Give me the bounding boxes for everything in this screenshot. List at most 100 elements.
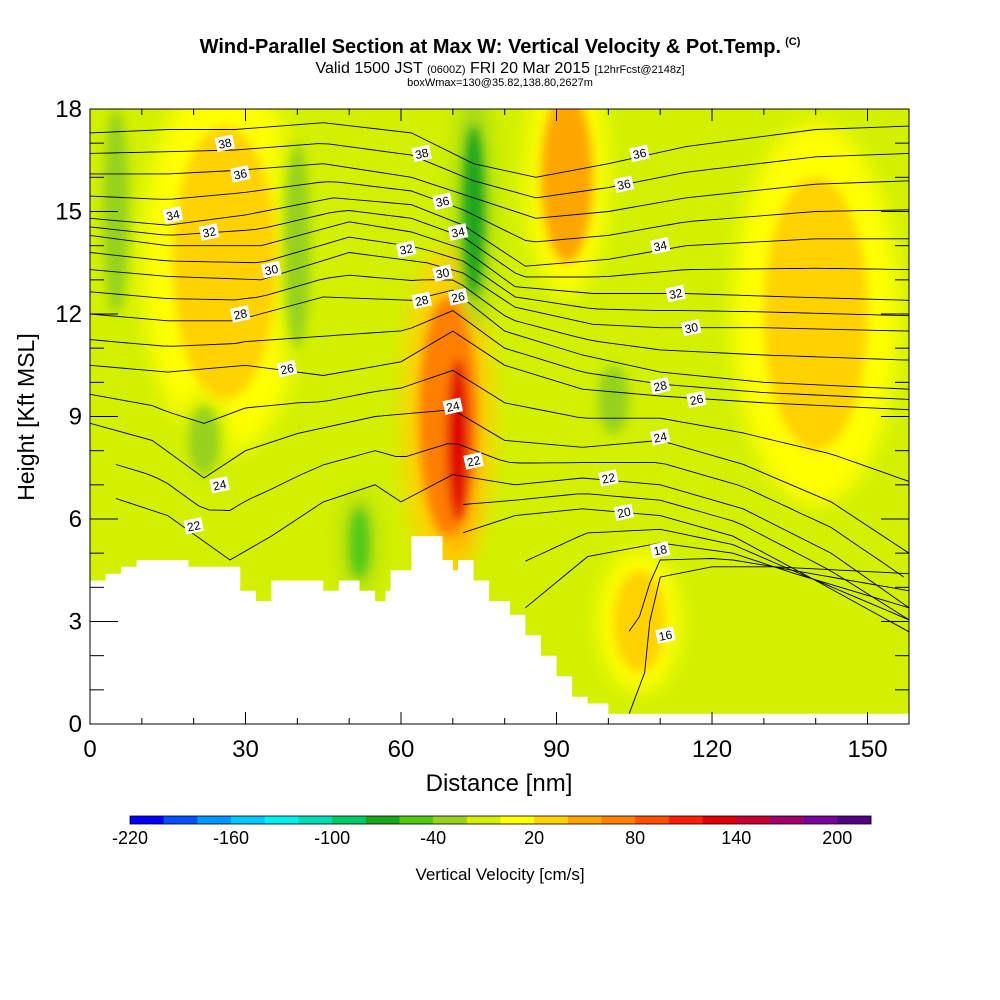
isentrope-interp-26 — [90, 310, 909, 400]
contour-label-11: 34 — [447, 223, 469, 241]
contour-label-20: 34 — [649, 236, 671, 255]
colorbar-swatch — [298, 816, 333, 824]
velocity-core-3 — [284, 143, 311, 349]
velocity-core-8 — [540, 109, 593, 263]
y-tick-label: 6 — [69, 506, 82, 533]
isentrope-interp-18 — [525, 528, 909, 621]
velocity-core-11 — [463, 126, 484, 297]
contour-label-bg — [198, 223, 220, 241]
terrain — [90, 536, 909, 724]
contour-label-24: 26 — [686, 390, 707, 408]
isentrope-lines — [90, 122, 909, 714]
contour-label-bg — [230, 305, 251, 323]
contour-label-29: 16 — [655, 626, 676, 644]
colorbar-swatch — [567, 816, 602, 824]
contour-label-bg — [411, 144, 432, 163]
contour-label-14: 28 — [411, 291, 432, 310]
contour-label-23: 28 — [649, 377, 671, 395]
contour-label-9: 38 — [411, 144, 432, 163]
contour-label-text: 30 — [264, 262, 280, 279]
contour-label-text: 28 — [232, 306, 248, 323]
contour-label-bg — [209, 476, 230, 494]
velocity-core-1 — [763, 177, 868, 451]
isentrope-38 — [90, 122, 909, 178]
contour-label-bg — [395, 240, 417, 258]
isentrope-interp-24 — [90, 369, 909, 482]
chart-title-text: Wind-Parallel Section at Max W: Vertical… — [199, 36, 782, 58]
contour-label-6: 26 — [276, 359, 298, 378]
velocity-core-2 — [172, 126, 277, 400]
velocity-core-0 — [784, 638, 847, 707]
velocity-core-9 — [350, 508, 369, 578]
isentrope-28 — [90, 289, 909, 390]
contour-label-text: 38 — [414, 146, 430, 163]
contour-label-text: 30 — [435, 265, 451, 282]
forecast-info: [12hrFcst@2148z] — [594, 64, 685, 76]
contour-label-bg — [276, 359, 298, 378]
isentrope-32 — [90, 221, 909, 301]
contour-label-bg — [442, 397, 464, 415]
contour-label-3: 32 — [198, 223, 220, 241]
contour-label-17: 22 — [463, 452, 484, 470]
contour-label-bg — [681, 318, 702, 337]
y-tick-label: 0 — [69, 711, 82, 738]
colorbar-swatch — [231, 816, 266, 824]
contour-label-bg — [230, 165, 251, 183]
colorbar-swatch — [534, 816, 569, 824]
contour-label-text: 32 — [398, 241, 414, 258]
colorbar-swatch — [365, 816, 400, 824]
contour-label-text: 32 — [201, 224, 217, 241]
contour-label-bg — [463, 452, 484, 470]
x-tick-label: 30 — [232, 736, 259, 763]
colorbar-tick-label: -160 — [213, 828, 249, 848]
velocity-cores — [102, 109, 868, 707]
colorbar-tick-label: 20 — [524, 828, 544, 848]
isentrope-36 — [90, 163, 909, 219]
isentrope-interp-22 — [115, 443, 905, 578]
contour-label-bg — [447, 288, 469, 306]
contour-label-0: 38 — [214, 134, 236, 152]
contour-label-13: 30 — [432, 264, 453, 282]
contour-label-text: 36 — [435, 193, 451, 210]
contour-label-bg — [649, 428, 671, 446]
velocity-core-7 — [597, 365, 630, 434]
contour-label-text: 28 — [414, 292, 430, 309]
contour-label-25: 24 — [649, 428, 671, 446]
contour-label-bg — [613, 175, 635, 193]
contour-label-text: 34 — [652, 238, 668, 255]
isentrope-interp-36 — [90, 143, 909, 199]
colorbar-tick-label: 200 — [822, 828, 852, 848]
contour-label-bg — [411, 291, 432, 310]
contour-label-8: 22 — [183, 517, 204, 535]
colorbar-swatch — [702, 816, 737, 824]
contour-label-bg — [162, 206, 184, 224]
valid-date: FRI 20 Mar 2015 — [469, 60, 591, 77]
isentrope-interp-16 — [628, 558, 909, 632]
isentrope-interp-34 — [90, 181, 909, 243]
x-axis: 0 30 60 90 120 150 — [83, 109, 888, 763]
contour-label-text: 36 — [632, 146, 648, 163]
colorbar-swatch — [736, 816, 771, 824]
colorbar: -220 -160 -100 -40 20 80 140 200 — [112, 815, 872, 848]
contour-label-text: 32 — [668, 286, 684, 303]
contour-label-bg — [649, 541, 671, 559]
contour-label-21: 32 — [665, 284, 686, 303]
y-tick-label: 18 — [55, 96, 82, 123]
contour-label-text: 22 — [466, 453, 482, 470]
colorbar-swatch — [197, 816, 232, 824]
contour-label-bg — [214, 134, 236, 152]
colorbar-frame — [129, 815, 872, 825]
copyright-mark: (C) — [785, 36, 801, 49]
contour-label-bg — [598, 469, 619, 487]
contour-label-text: 36 — [616, 176, 632, 193]
contour-label-text: 22 — [601, 470, 617, 487]
isentrope-interp-30 — [90, 236, 909, 317]
x-tick-label: 120 — [692, 736, 732, 763]
valid-time-line: Valid 1500 JST (0600Z) FRI 20 Mar 2015 [… — [0, 60, 1000, 78]
contour-label-bg — [183, 517, 204, 535]
contour-label-10: 36 — [432, 192, 453, 210]
colorbar-swatch — [332, 816, 367, 824]
